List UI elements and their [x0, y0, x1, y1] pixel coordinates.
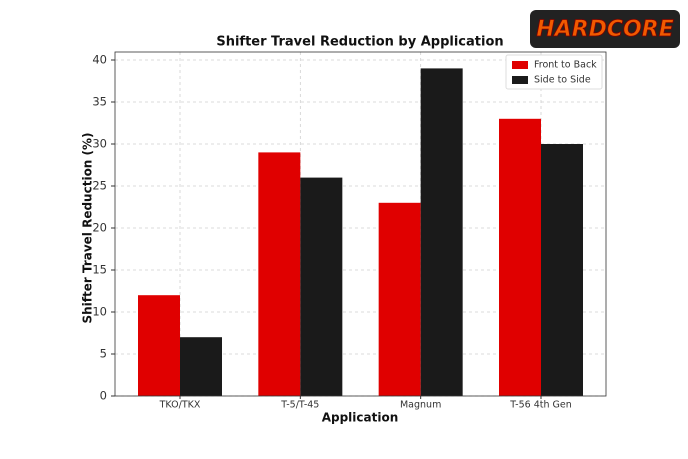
y-tick-label: 20	[92, 221, 107, 235]
logo: HARDCORE	[530, 10, 680, 48]
logo-text: HARDCORE	[536, 17, 673, 42]
x-tick-label: T-56 4th Gen	[509, 400, 572, 411]
y-axis-label: Shifter Travel Reduction (%)	[81, 132, 95, 323]
y-tick-label: 10	[92, 305, 107, 319]
bar	[499, 118, 541, 397]
y-tick-label: 15	[92, 263, 107, 277]
y-tick-label: 30	[92, 137, 107, 151]
legend-swatch	[512, 76, 528, 84]
legend-label: Front to Back	[534, 60, 597, 71]
y-tick-label: 40	[92, 53, 107, 67]
plot-frame	[114, 51, 607, 397]
y-tick-label: 35	[92, 95, 107, 109]
bar	[180, 337, 222, 396]
legend-box	[505, 54, 603, 90]
y-tick-label: 25	[92, 179, 107, 193]
bar	[541, 144, 583, 396]
y-tick-label: 5	[100, 347, 107, 361]
bar	[138, 295, 180, 396]
bar	[420, 68, 463, 397]
x-tick-label: TKO/TKX	[159, 400, 201, 411]
legend-swatch	[512, 61, 528, 69]
x-axis-label: Application	[322, 411, 399, 425]
bar	[258, 152, 301, 396]
legend-label: Side to Side	[534, 75, 591, 86]
logo-badge	[530, 10, 680, 48]
legend: Front to Back Side to Side	[505, 54, 603, 90]
chart-title: Shifter Travel Reduction by Application	[216, 35, 503, 50]
x-tick-label: Magnum	[400, 400, 441, 411]
bar	[378, 202, 421, 396]
x-tick-label: T-5/T-45	[280, 400, 319, 411]
y-tick-label: 0	[100, 389, 107, 403]
bar	[300, 177, 343, 396]
